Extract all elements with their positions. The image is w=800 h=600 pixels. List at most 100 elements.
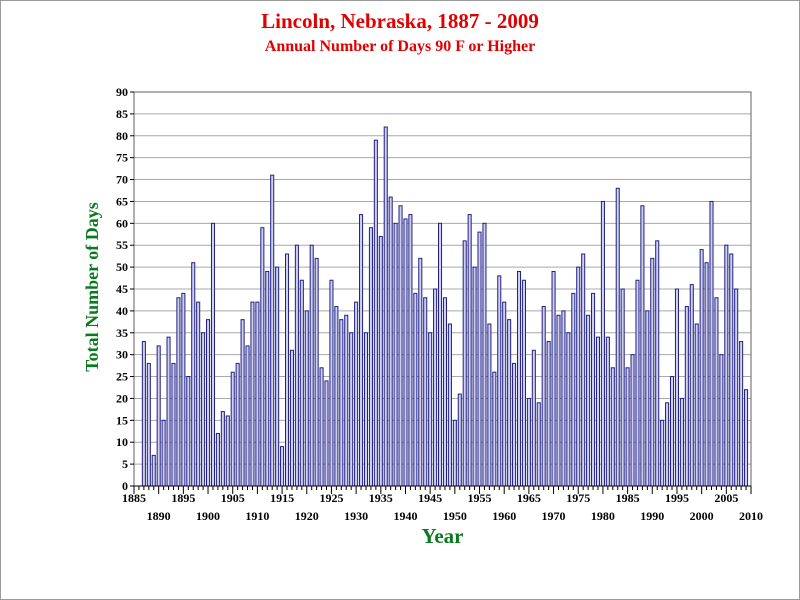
bar bbox=[210, 222, 216, 487]
x-tick-label: 1900 bbox=[196, 509, 220, 523]
bar bbox=[181, 292, 186, 487]
bar bbox=[487, 323, 492, 487]
bar bbox=[477, 231, 482, 487]
bar bbox=[334, 306, 339, 487]
bar bbox=[462, 240, 467, 487]
bar bbox=[206, 319, 211, 487]
bar bbox=[536, 402, 541, 487]
y-tick-label: 40 bbox=[116, 304, 128, 318]
bar bbox=[541, 306, 546, 487]
x-tick-label: 1920 bbox=[295, 509, 319, 523]
bar bbox=[329, 279, 334, 487]
bar bbox=[201, 332, 206, 487]
bar bbox=[240, 319, 245, 487]
x-tick-label: 1975 bbox=[566, 491, 590, 505]
bar bbox=[368, 227, 373, 487]
x-tick-label: 1995 bbox=[665, 491, 689, 505]
bar bbox=[581, 253, 586, 487]
bar bbox=[669, 376, 675, 487]
y-tick-label: 70 bbox=[116, 173, 128, 187]
bar bbox=[630, 354, 635, 487]
bar bbox=[586, 314, 591, 487]
y-tick-label: 50 bbox=[116, 260, 128, 274]
bar bbox=[151, 454, 156, 487]
y-tick-label: 55 bbox=[116, 238, 128, 252]
x-tick-label: 1915 bbox=[270, 491, 294, 505]
bar bbox=[378, 235, 383, 487]
x-tick-label: 1935 bbox=[369, 491, 393, 505]
bar bbox=[299, 279, 304, 487]
bar bbox=[428, 332, 433, 487]
bar bbox=[309, 244, 314, 487]
bar bbox=[398, 205, 403, 487]
bar bbox=[393, 222, 398, 487]
bar bbox=[694, 323, 699, 487]
bar bbox=[280, 446, 285, 487]
x-tick-label: 1970 bbox=[542, 509, 566, 523]
x-tick-label: 1940 bbox=[393, 509, 417, 523]
bar bbox=[294, 244, 299, 487]
bar bbox=[482, 222, 487, 487]
y-tick-label: 5 bbox=[122, 457, 128, 471]
bar bbox=[526, 397, 531, 487]
y-tick-label: 25 bbox=[116, 370, 128, 384]
bar bbox=[699, 249, 704, 487]
bar bbox=[191, 262, 196, 487]
bar bbox=[141, 341, 146, 487]
bar bbox=[561, 310, 566, 487]
y-tick-label: 35 bbox=[116, 326, 128, 340]
bar bbox=[220, 411, 225, 487]
x-tick-label: 1965 bbox=[517, 491, 541, 505]
bar bbox=[600, 200, 605, 487]
bar bbox=[354, 301, 359, 487]
y-tick-label: 85 bbox=[116, 107, 128, 121]
y-tick-label: 75 bbox=[116, 151, 128, 165]
bar bbox=[709, 200, 714, 487]
x-tick-label: 1955 bbox=[468, 491, 492, 505]
bar bbox=[595, 336, 601, 487]
bar bbox=[689, 284, 694, 487]
bar bbox=[383, 126, 388, 487]
x-tick-label: 1960 bbox=[492, 509, 516, 523]
bar bbox=[645, 310, 650, 487]
y-tick-label: 20 bbox=[116, 391, 128, 405]
bar bbox=[704, 262, 709, 487]
bar bbox=[319, 367, 324, 487]
bar bbox=[403, 218, 408, 487]
bar bbox=[359, 214, 364, 487]
x-tick-label: 1925 bbox=[319, 491, 343, 505]
x-tick-label: 1905 bbox=[221, 491, 245, 505]
x-tick-label: 2005 bbox=[714, 491, 738, 505]
bar bbox=[531, 349, 536, 487]
y-tick-label: 60 bbox=[116, 216, 128, 230]
bar bbox=[442, 297, 448, 487]
bar bbox=[408, 214, 413, 487]
bar bbox=[714, 297, 719, 487]
bars bbox=[141, 126, 749, 487]
bar bbox=[729, 253, 734, 487]
bar bbox=[388, 196, 393, 487]
bar bbox=[250, 301, 255, 487]
bar bbox=[146, 362, 151, 487]
bar bbox=[605, 336, 610, 487]
x-tick-label: 1980 bbox=[591, 509, 615, 523]
chart-subtitle: Annual Number of Days 90 F or Higher bbox=[264, 38, 536, 55]
bar bbox=[265, 270, 270, 487]
bar bbox=[418, 257, 423, 487]
bar bbox=[739, 341, 744, 487]
x-tick-label: 1950 bbox=[443, 509, 467, 523]
bar bbox=[640, 205, 645, 487]
bar bbox=[472, 266, 477, 487]
bar bbox=[679, 397, 684, 487]
bar bbox=[452, 419, 457, 487]
bar bbox=[507, 319, 512, 487]
x-tick-label: 2000 bbox=[690, 509, 714, 523]
y-tick-label: 0 bbox=[122, 479, 128, 493]
bar bbox=[655, 240, 660, 487]
bar bbox=[660, 419, 665, 487]
y-tick-label: 80 bbox=[116, 129, 128, 143]
bar bbox=[566, 332, 571, 487]
bar bbox=[245, 345, 250, 487]
bar bbox=[546, 341, 551, 487]
